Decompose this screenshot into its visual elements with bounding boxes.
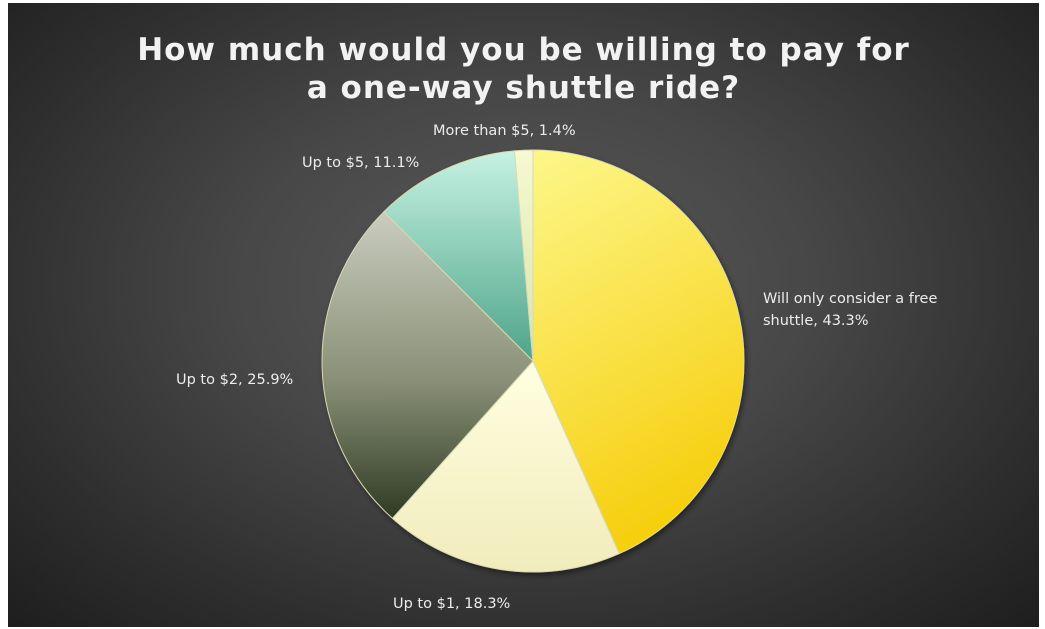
chart-title-line-2: a one-way shuttle ride? [306, 70, 741, 106]
chart-title-line-1: How much would you be willing to pay for [137, 32, 910, 68]
data-label-free-shuttle: Will only consider a free shuttle, 43.3% [763, 291, 937, 329]
chart-slide: How much would you be willing to pay for… [8, 3, 1039, 627]
chart-title: How much would you be willing to pay for… [8, 31, 1039, 107]
data-label-up-to-5: Up to $5, 11.1% [302, 155, 419, 171]
pie-slice-up-to-2 [321, 211, 534, 520]
data-label-up-to-2: Up to $2, 25.9% [176, 372, 293, 388]
pie-slice-up-to-5 [383, 150, 534, 363]
data-label-up-to-1: Up to $1, 18.3% [393, 596, 510, 612]
data-label-more-than-5: More than $5, 1.4% [433, 123, 576, 139]
pie-chart: Will only consider a free shuttle, 43.3% U… [176, 123, 937, 612]
pie-slice-up-to-1 [391, 360, 620, 573]
pie-slice-more-than-5 [513, 149, 534, 362]
pie-slice-free-shuttle [532, 149, 745, 555]
